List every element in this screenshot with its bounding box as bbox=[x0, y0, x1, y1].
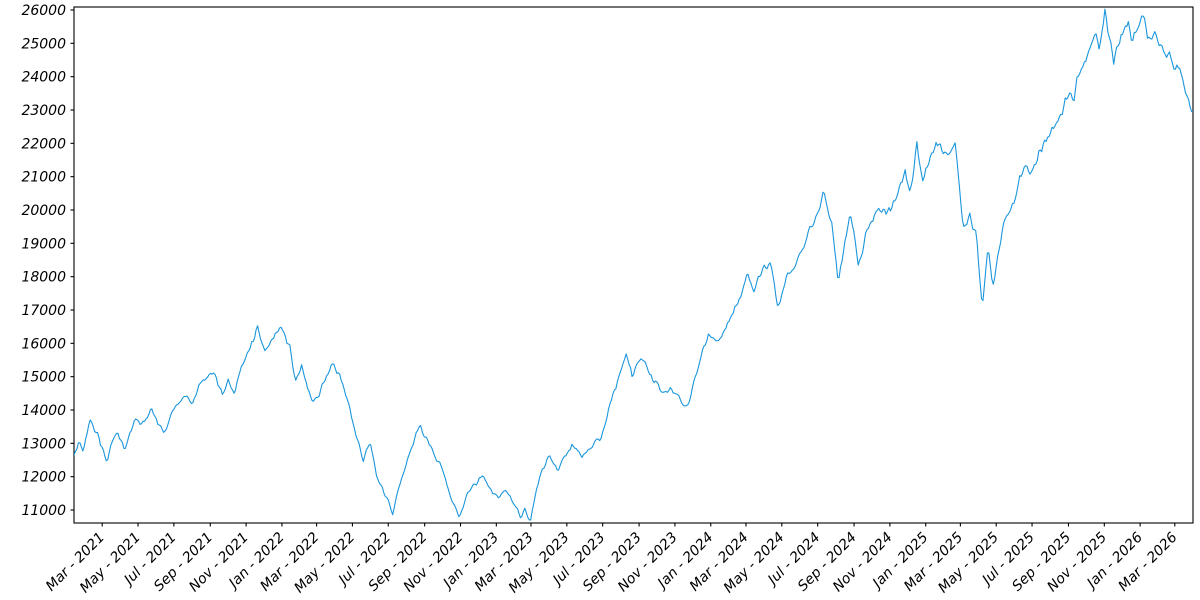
y-tick-label: 16000 bbox=[21, 336, 66, 352]
y-tick-label: 20000 bbox=[21, 203, 66, 219]
y-tick-label: 19000 bbox=[21, 236, 66, 252]
y-tick-label: 21000 bbox=[21, 170, 66, 186]
y-tick-label: 11000 bbox=[21, 503, 66, 519]
axes-spines bbox=[73, 6, 1194, 524]
y-tick-label: 15000 bbox=[21, 370, 66, 386]
price-line bbox=[74, 8, 1193, 521]
y-tick-label: 12000 bbox=[21, 470, 66, 486]
y-tick-label: 18000 bbox=[21, 270, 66, 286]
y-tick-label: 13000 bbox=[21, 436, 66, 452]
y-tick-label: 26000 bbox=[21, 3, 66, 19]
y-tick-label: 22000 bbox=[21, 136, 66, 152]
y-tick-label: 17000 bbox=[21, 303, 66, 319]
y-tick-label: 24000 bbox=[21, 70, 66, 86]
y-axis: 11000 12000 13000 14000 15000 16000 17000 18000… bbox=[21, 3, 74, 519]
y-tick-label: 25000 bbox=[21, 36, 66, 52]
y-tick-label: 14000 bbox=[21, 403, 66, 419]
y-tick-label: 23000 bbox=[21, 103, 66, 119]
